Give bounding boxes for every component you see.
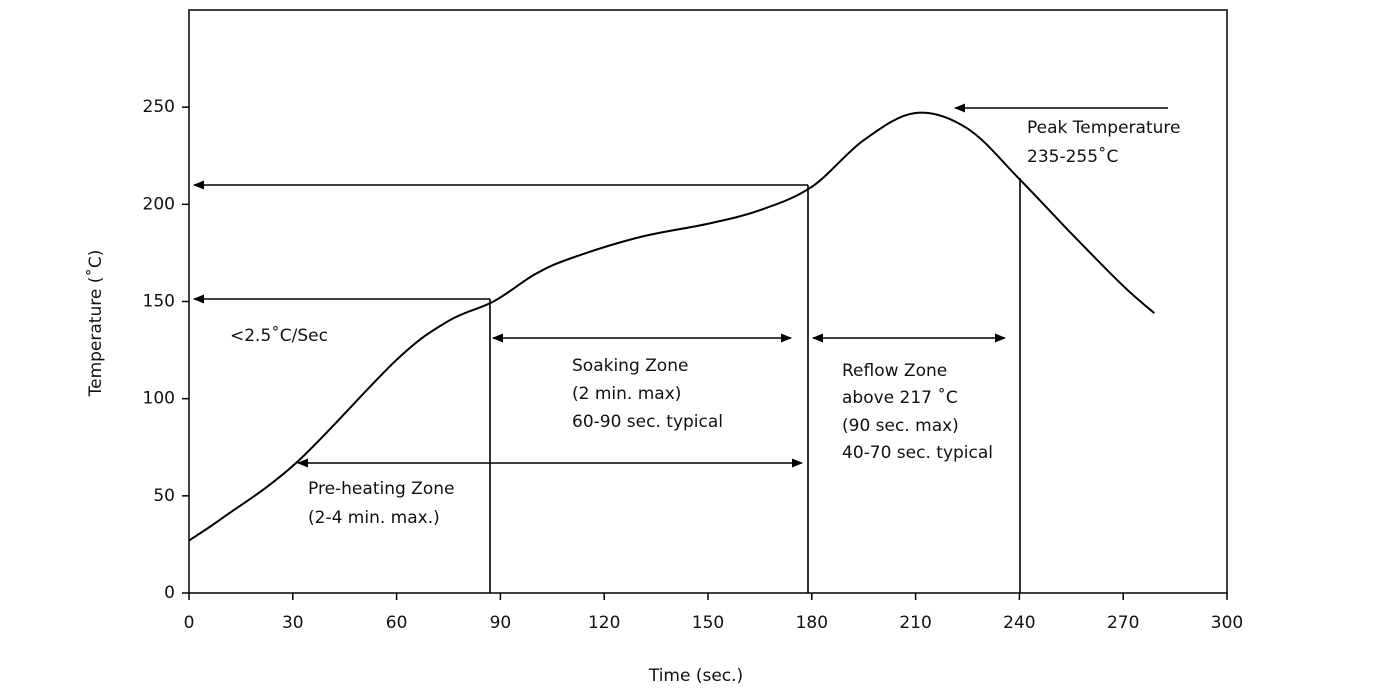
annotation: Pre-heating Zone xyxy=(308,479,454,499)
annotation: <2.5˚C/Sec xyxy=(230,325,328,346)
x-tick-label: 210 xyxy=(899,613,931,633)
y-tick-label: 250 xyxy=(143,97,175,117)
annotation: (2 min. max) xyxy=(572,384,681,404)
x-tick-label: 0 xyxy=(184,613,195,633)
annotation: Soaking Zone xyxy=(572,356,688,376)
x-tick-label: 90 xyxy=(490,613,512,633)
x-tick-label: 300 xyxy=(1211,613,1243,633)
annotation: above 217 ˚C xyxy=(842,387,958,408)
profile-line xyxy=(188,111,1155,542)
x-tick-label: 120 xyxy=(588,613,620,633)
annotation: 235-255˚C xyxy=(1027,146,1118,167)
annotation: Reflow Zone xyxy=(842,361,947,381)
y-axis-label: Temperature (˚C) xyxy=(85,250,106,398)
y-tick-label: 0 xyxy=(164,583,175,603)
x-tick-label: 180 xyxy=(796,613,828,633)
y-tick-label: 200 xyxy=(143,194,175,214)
y-tick-label: 150 xyxy=(143,292,175,312)
y-tick-label: 50 xyxy=(153,486,175,506)
x-tick-label: 150 xyxy=(692,613,724,633)
annotation: (90 sec. max) xyxy=(842,416,959,436)
y-tick-label: 100 xyxy=(143,389,175,409)
x-tick-label: 60 xyxy=(386,613,408,633)
x-tick-label: 270 xyxy=(1107,613,1139,633)
x-tick-label: 30 xyxy=(282,613,304,633)
x-tick-label: 240 xyxy=(1003,613,1035,633)
annotation: Peak Temperature xyxy=(1027,118,1180,138)
annotation: 60-90 sec. typical xyxy=(572,412,723,432)
x-axis-label: Time (sec.) xyxy=(648,666,743,686)
plot-frame xyxy=(188,9,1228,594)
annotation-arrows xyxy=(192,103,1168,593)
annotation: (2-4 min. max.) xyxy=(308,508,440,528)
annotation: 40-70 sec. typical xyxy=(842,443,993,463)
